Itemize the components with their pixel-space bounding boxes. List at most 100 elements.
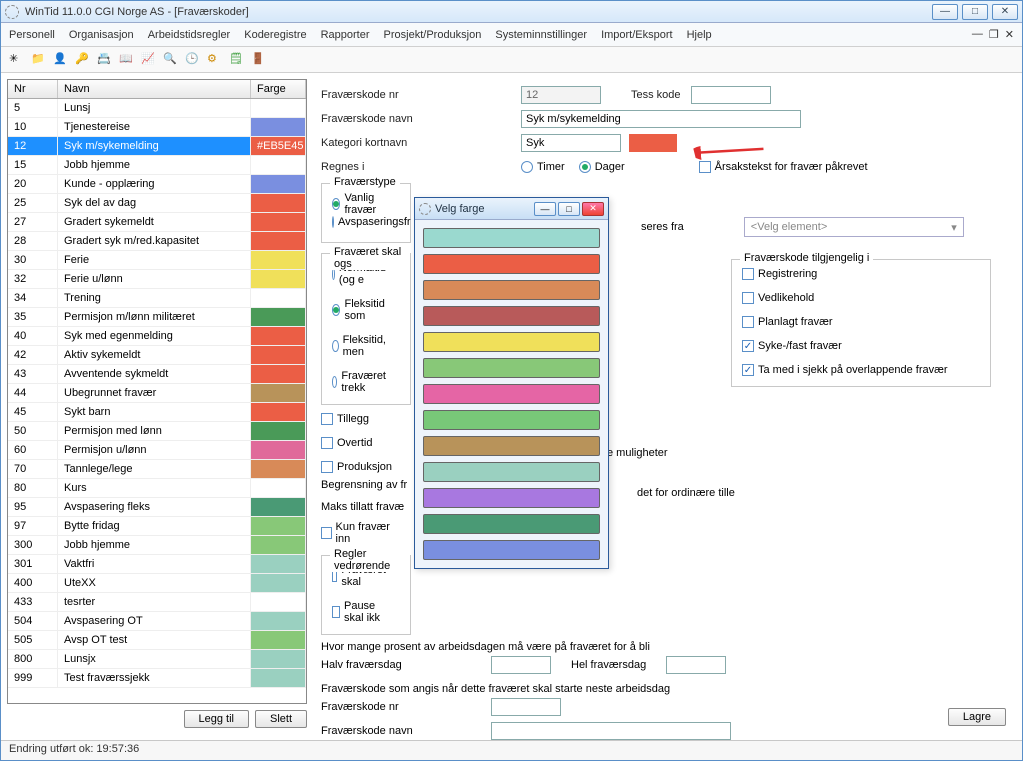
table-row[interactable]: 40Syk med egenmelding <box>8 327 306 346</box>
table-row[interactable]: 60Permisjon u/lønn <box>8 441 306 460</box>
table-row[interactable]: 505Avsp OT test <box>8 631 306 650</box>
color-swatch[interactable] <box>423 358 600 378</box>
table-row[interactable]: 28Gradert syk m/red.kapasitet <box>8 232 306 251</box>
table-row[interactable]: 43Avventende sykmeldt <box>8 365 306 384</box>
table-row[interactable]: 5Lunsj <box>8 99 306 118</box>
tool-notes-icon[interactable]: 🗒 <box>229 52 245 68</box>
table-row[interactable]: 70Tannlege/lege <box>8 460 306 479</box>
table-row[interactable]: 301Vaktfri <box>8 555 306 574</box>
table-row[interactable]: 34Trening <box>8 289 306 308</box>
col-nr[interactable]: Nr <box>8 80 58 98</box>
table-row[interactable]: 44Ubegrunnet fravær <box>8 384 306 403</box>
dialog-close-button[interactable]: ✕ <box>582 202 604 216</box>
tool-key-icon[interactable]: 🔑 <box>75 52 91 68</box>
tess-input[interactable] <box>691 86 771 104</box>
close-button[interactable]: ✕ <box>992 4 1018 20</box>
table-row[interactable]: 15Jobb hjemme <box>8 156 306 175</box>
kode-nr-input[interactable] <box>521 86 601 104</box>
minimize-button[interactable]: — <box>932 4 958 20</box>
table-row[interactable]: 30Ferie <box>8 251 306 270</box>
codes-grid[interactable]: Nr Navn Farge 5Lunsj10Tjenestereise12Syk… <box>7 79 307 704</box>
tool-chart-icon[interactable]: 📈 <box>141 52 157 68</box>
table-row[interactable]: 433tesrter <box>8 593 306 612</box>
neste-navn-input[interactable] <box>491 722 731 740</box>
table-row[interactable]: 10Tjenestereise <box>8 118 306 137</box>
table-row[interactable]: 20Kunde - opplæring <box>8 175 306 194</box>
dialog-maximize-button[interactable]: □ <box>558 202 580 216</box>
table-row[interactable]: 45Sykt barn <box>8 403 306 422</box>
regnes-timer-radio[interactable]: Timer <box>521 161 565 173</box>
tool-person-icon[interactable]: 👤 <box>53 52 69 68</box>
tool-gear-icon[interactable]: ⚙ <box>207 52 223 68</box>
table-row[interactable]: 32Ferie u/lønn <box>8 270 306 289</box>
table-row[interactable]: 27Gradert sykemeldt <box>8 213 306 232</box>
tillegg-check[interactable]: Tillegg <box>321 413 397 425</box>
menu-rapporter[interactable]: Rapporter <box>321 29 370 41</box>
table-row[interactable]: 800Lunsjx <box>8 650 306 669</box>
tilg-ved-check[interactable]: Vedlikehold <box>742 292 966 304</box>
color-swatch[interactable] <box>423 254 600 274</box>
menu-personell[interactable]: Personell <box>9 29 55 41</box>
color-swatch[interactable] <box>423 384 600 404</box>
table-row[interactable]: 35Permisjon m/lønn militæret <box>8 308 306 327</box>
table-row[interactable]: 504Avspasering OT <box>8 612 306 631</box>
table-row[interactable]: 50Permisjon med lønn <box>8 422 306 441</box>
menu-prosjekt[interactable]: Prosjekt/Produksjon <box>384 29 482 41</box>
table-row[interactable]: 12Syk m/sykemelding#EB5E45 <box>8 137 306 156</box>
skal-fleks-men-radio[interactable]: Fleksitid, men <box>332 334 386 358</box>
kun-check[interactable]: Kun fravær inn <box>321 521 397 545</box>
hel-input[interactable] <box>666 656 726 674</box>
maximize-button[interactable]: □ <box>962 4 988 20</box>
ft-vanlig-radio[interactable]: Vanlig fravær <box>332 192 386 216</box>
regnes-dager-radio[interactable]: Dager <box>579 161 625 173</box>
color-swatch[interactable] <box>423 228 600 248</box>
ft-avsp-radio[interactable]: Avspaseringsfr <box>332 216 386 228</box>
skal-trekk-radio[interactable]: Fraværet trekk <box>332 370 386 394</box>
tilg-reg-check[interactable]: Registrering <box>742 268 966 280</box>
color-swatch[interactable] <box>423 332 600 352</box>
mdi-minimize-icon[interactable]: — <box>972 28 983 41</box>
skal-fleks-som-radio[interactable]: Fleksitid som <box>332 298 386 322</box>
tilg-overlap-check[interactable]: ✓Ta med i sjekk på overlappende fravær <box>742 364 966 376</box>
menu-hjelp[interactable]: Hjelp <box>687 29 712 41</box>
table-row[interactable]: 25Syk del av dag <box>8 194 306 213</box>
mdi-close-icon[interactable]: ✕ <box>1005 28 1014 41</box>
delete-button[interactable]: Slett <box>255 710 307 728</box>
table-row[interactable]: 80Kurs <box>8 479 306 498</box>
color-swatch[interactable] <box>423 410 600 430</box>
tool-book-icon[interactable]: 📖 <box>119 52 135 68</box>
tilg-syke-check[interactable]: ✓Syke-/fast fravær <box>742 340 966 352</box>
halv-input[interactable] <box>491 656 551 674</box>
tilg-plan-check[interactable]: Planlagt fravær <box>742 316 966 328</box>
table-row[interactable]: 300Jobb hjemme <box>8 536 306 555</box>
table-row[interactable]: 97Bytte fridag <box>8 517 306 536</box>
tool-clock-icon[interactable]: 🕒 <box>185 52 201 68</box>
produksjon-check[interactable]: Produksjon <box>321 461 397 473</box>
tool-cards-icon[interactable]: 📇 <box>97 52 113 68</box>
color-swatch[interactable] <box>423 306 600 326</box>
overtid-check[interactable]: Overtid <box>321 437 397 449</box>
tool-folder-icon[interactable]: 📁 <box>31 52 47 68</box>
color-swatch[interactable] <box>423 280 600 300</box>
kode-navn-input[interactable] <box>521 110 801 128</box>
menu-import[interactable]: Import/Eksport <box>601 29 673 41</box>
neste-nr-input[interactable] <box>491 698 561 716</box>
color-swatch[interactable] <box>423 540 600 560</box>
tool-spinner-icon[interactable]: ✳ <box>9 52 25 68</box>
reg-pause-check[interactable]: Pause skal ikk <box>332 600 386 624</box>
table-row[interactable]: 999Test fraværssjekk <box>8 669 306 688</box>
tool-wrench-icon[interactable]: 🔍 <box>163 52 179 68</box>
menu-arbeidstidsregler[interactable]: Arbeidstidsregler <box>148 29 231 41</box>
dialog-minimize-button[interactable]: — <box>534 202 556 216</box>
tool-door-icon[interactable]: 🚪 <box>251 52 267 68</box>
color-swatch[interactable] <box>423 488 600 508</box>
col-navn[interactable]: Navn <box>58 80 251 98</box>
table-row[interactable]: 400UteXX <box>8 574 306 593</box>
kategori-input[interactable] <box>521 134 621 152</box>
color-swatch[interactable] <box>423 514 600 534</box>
add-button[interactable]: Legg til <box>184 710 249 728</box>
kategori-color-swatch[interactable] <box>629 134 677 152</box>
color-swatch[interactable] <box>423 436 600 456</box>
table-row[interactable]: 95Avspasering fleks <box>8 498 306 517</box>
save-button[interactable]: Lagre <box>948 708 1006 726</box>
